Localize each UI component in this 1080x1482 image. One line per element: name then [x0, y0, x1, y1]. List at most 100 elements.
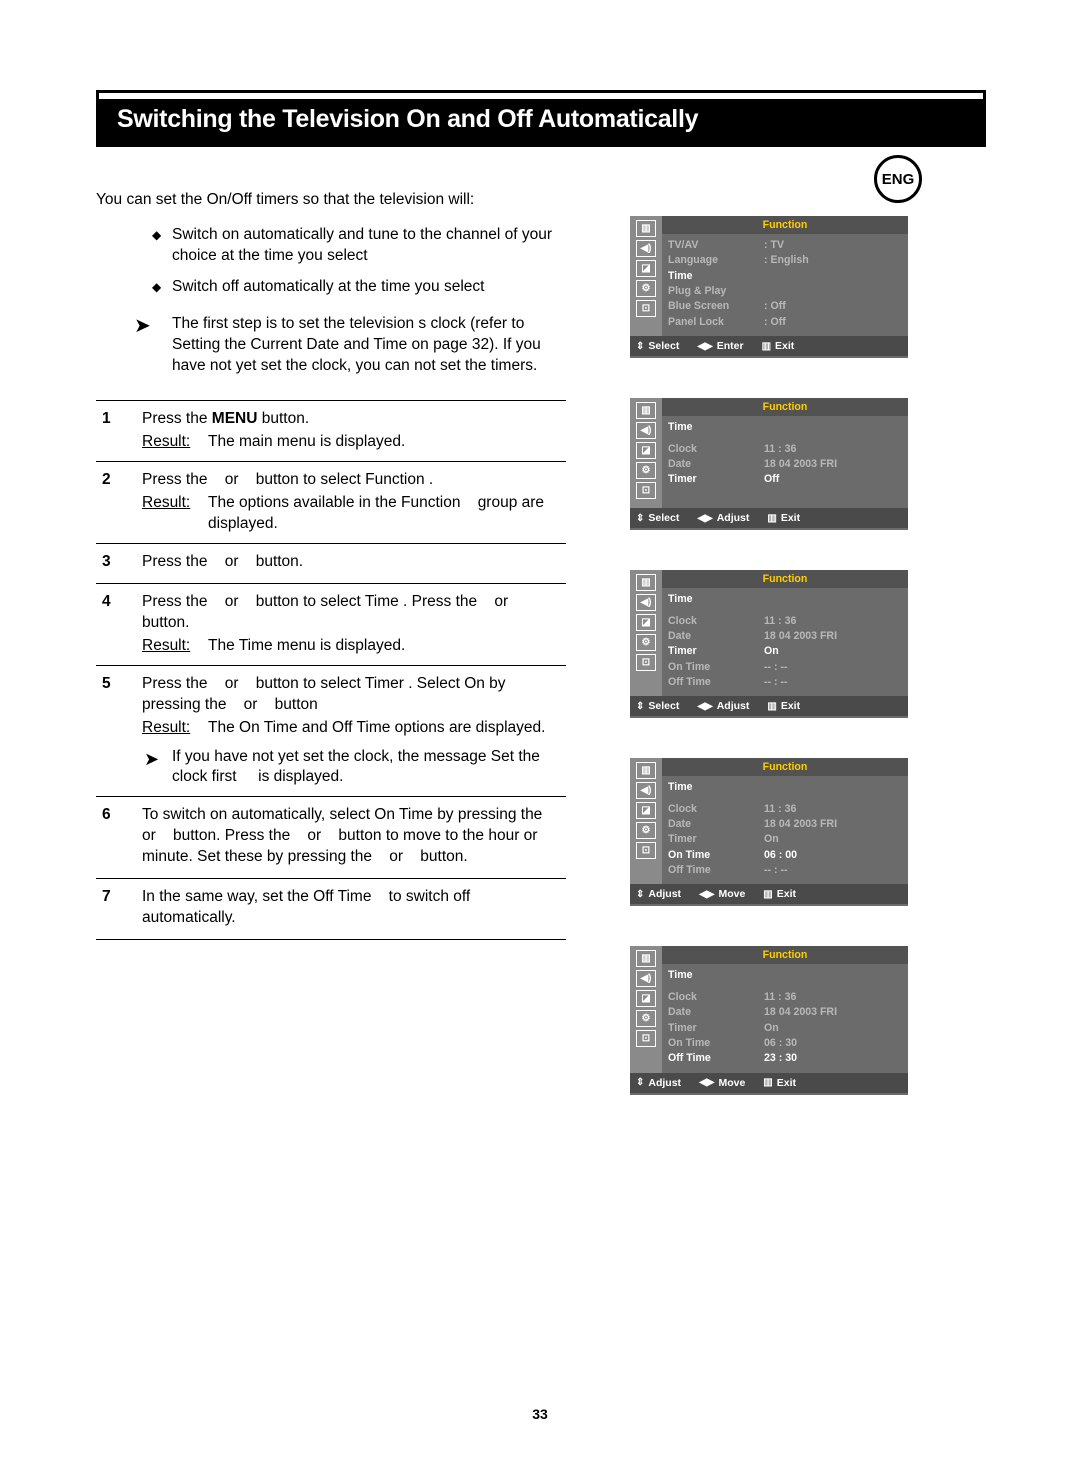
osd-category-icon: ◪ [636, 990, 656, 1007]
osd-category-icon: ⚙ [636, 822, 656, 839]
osd-category-icon: ⊡ [636, 842, 656, 859]
step-row: 1Press the MENU button.Result:The main m… [96, 400, 566, 461]
precondition-note: ➤ The first step is to set the televisio… [96, 314, 566, 377]
osd-row: Date18 04 2003 FRI [668, 629, 902, 644]
osd-row: Time [668, 269, 902, 284]
osd-category-icon: ▥ [636, 762, 656, 779]
osd-row: Date18 04 2003 FRI [668, 817, 902, 832]
osd-subhead: Time [668, 780, 902, 795]
pointer-icon: ➤ [144, 747, 159, 771]
step-number: 4 [96, 592, 142, 657]
osd-panel: ▥◀)◪⚙⊡FunctionTimeClock11 : 36Date18 04 … [630, 758, 908, 906]
step-body: To switch on automatically, select On Ti… [142, 805, 566, 870]
osd-footer-hint: ▥Exit [763, 1077, 796, 1089]
osd-header: Function [662, 216, 908, 234]
osd-footer-hint: ◀▶Move [699, 1077, 745, 1089]
pointer-icon: ➤ [134, 316, 151, 336]
osd-category-icon: ◀) [636, 422, 656, 439]
osd-category-icon: ◀) [636, 594, 656, 611]
osd-row: Blue Screen: Off [668, 299, 902, 314]
osd-body: TV/AV: TVLanguage: EnglishTimePlug & Pla… [662, 234, 908, 336]
step-row: 7In the same way, set the Off Time to sw… [96, 878, 566, 940]
osd-category-icon: ◪ [636, 260, 656, 277]
osd-row: Clock11 : 36 [668, 442, 902, 457]
page-number: 33 [532, 1406, 548, 1422]
osd-row: Plug & Play [668, 284, 902, 299]
osd-panel: ▥◀)◪⚙⊡Function Time Clock11 : 36Date18 04 … [630, 398, 908, 530]
osd-row: TimerOff [668, 472, 902, 487]
osd-category-icon: ⚙ [636, 280, 656, 297]
osd-row: On Time-- : -- [668, 660, 902, 675]
step-row: 6To switch on automatically, select On T… [96, 796, 566, 878]
osd-row: Clock11 : 36 [668, 614, 902, 629]
osd-icon-column: ▥◀)◪⚙⊡ [630, 570, 662, 696]
osd-footer-hint: ◀▶Adjust [697, 512, 749, 524]
osd-header: Function [662, 570, 908, 588]
osd-row: Off Time-- : -- [668, 675, 902, 690]
step-body: Press the MENU button.Result:The main me… [142, 409, 566, 453]
osd-footer-hint: ⇕Adjust [636, 1077, 681, 1089]
osd-subhead: Time [668, 592, 902, 607]
osd-footer: ⇕Select ◀▶Enter ▥Exit [630, 336, 908, 356]
osd-footer: ⇕Adjust ◀▶Move ▥Exit [630, 1073, 908, 1093]
osd-footer-hint: ◀▶Adjust [697, 700, 749, 712]
osd-panel: ▥◀)◪⚙⊡FunctionTimeClock11 : 36Date18 04 … [630, 946, 908, 1094]
steps-list: 1Press the MENU button.Result:The main m… [96, 400, 566, 940]
osd-footer-hint: ▥Exit [767, 700, 800, 712]
osd-row: Off Time-- : -- [668, 863, 902, 878]
osd-row: Off Time23 : 30 [668, 1051, 902, 1066]
osd-body: Time Clock11 : 36Date18 04 2003 FRITimerO… [662, 964, 908, 1072]
osd-header: Function [662, 398, 908, 416]
osd-screenshots-column: ▥◀)◪⚙⊡FunctionTV/AV: TVLanguage: English… [630, 216, 908, 1135]
osd-row: Date18 04 2003 FRI [668, 1005, 902, 1020]
intro-text: You can set the On/Off timers so that th… [96, 190, 566, 211]
osd-footer-hint: ▥Exit [767, 512, 800, 524]
step-number: 2 [96, 470, 142, 535]
osd-category-icon: ◀) [636, 240, 656, 257]
page-content: Switching the Television On and Off Auto… [96, 90, 986, 147]
instructions-column: You can set the On/Off timers so that th… [96, 190, 566, 940]
osd-row: TimerOn [668, 1021, 902, 1036]
osd-footer-hint: ⇕Select [636, 340, 679, 352]
step-body: Press the or button. [142, 552, 566, 575]
step-number: 6 [96, 805, 142, 870]
osd-footer-hint: ▥Exit [762, 340, 795, 352]
step-body: Press the or button to select Timer . Se… [142, 674, 566, 789]
osd-header: Function [662, 758, 908, 776]
osd-footer-hint: ⇕Select [636, 512, 679, 524]
osd-footer-hint: ◀▶Enter [697, 340, 743, 352]
osd-row: Date18 04 2003 FRI [668, 457, 902, 472]
osd-footer-hint: ⇕Select [636, 700, 679, 712]
step-row: 5Press the or button to select Timer . S… [96, 665, 566, 797]
osd-subhead: Time [668, 420, 902, 435]
osd-panel: ▥◀)◪⚙⊡FunctionTV/AV: TVLanguage: English… [630, 216, 908, 358]
step-number: 7 [96, 887, 142, 931]
osd-category-icon: ⊡ [636, 654, 656, 671]
osd-footer: ⇕Select ◀▶Adjust ▥Exit [630, 508, 908, 528]
step-number: 5 [96, 674, 142, 789]
osd-category-icon: ▥ [636, 950, 656, 967]
osd-row: Clock11 : 36 [668, 990, 902, 1005]
osd-subhead: Time [668, 968, 902, 983]
osd-row: Clock11 : 36 [668, 802, 902, 817]
osd-panel: ▥◀)◪⚙⊡FunctionTimeClock11 : 36Date18 04 … [630, 570, 908, 718]
page-title: Switching the Television On and Off Auto… [96, 90, 986, 147]
osd-icon-column: ▥◀)◪⚙⊡ [630, 398, 662, 508]
bullet-item: Switch on automatically and tune to the … [152, 225, 566, 267]
osd-footer-hint: ▥Exit [763, 888, 796, 900]
bullet-list: Switch on automatically and tune to the … [152, 225, 566, 298]
step-row: 3Press the or button. [96, 543, 566, 583]
note-text: The first step is to set the television … [172, 315, 541, 374]
osd-row: TimerOn [668, 644, 902, 659]
osd-icon-column: ▥◀)◪⚙⊡ [630, 216, 662, 336]
osd-body: TimeClock11 : 36Date18 04 2003 FRITimerO… [662, 776, 908, 884]
step-number: 1 [96, 409, 142, 453]
osd-footer-hint: ◀▶Move [699, 888, 745, 900]
osd-category-icon: ▥ [636, 574, 656, 591]
osd-footer-hint: ⇕Adjust [636, 888, 681, 900]
osd-category-icon: ◀) [636, 970, 656, 987]
osd-category-icon: ⊡ [636, 300, 656, 317]
osd-footer: ⇕Select ◀▶Adjust ▥Exit [630, 696, 908, 716]
osd-icon-column: ▥◀)◪⚙⊡ [630, 758, 662, 884]
osd-category-icon: ⊡ [636, 1030, 656, 1047]
